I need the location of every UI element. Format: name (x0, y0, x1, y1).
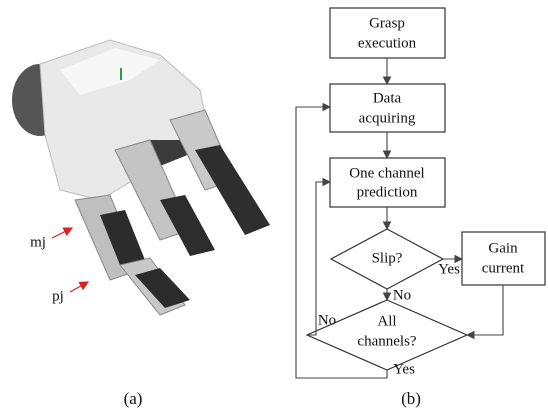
figure: mj pj (a) Grasp execution Data acquiring… (0, 0, 548, 412)
node-text: Gain (488, 240, 518, 256)
node-text: prediction (357, 184, 418, 200)
node-text: Data (373, 90, 402, 106)
node-text: Grasp (369, 15, 405, 31)
edge-label: No (318, 312, 336, 328)
flowchart: Grasp execution Data acquiring One chann… (296, 8, 545, 378)
node-text: Slip? (372, 250, 403, 266)
node-text: acquiring (359, 110, 416, 126)
panel-label: (a) (124, 389, 143, 408)
annotation: mj (30, 234, 46, 250)
panel-label: (b) (401, 389, 421, 408)
edge-label: No (393, 287, 411, 303)
edge-label: Yes (438, 261, 460, 277)
node-text: channels? (357, 333, 416, 349)
node-text: execution (358, 35, 417, 51)
edge-label: Yes (393, 361, 415, 377)
node-text: One channel (349, 165, 424, 181)
node-text: All (377, 313, 396, 329)
gripper-image (12, 40, 270, 315)
annotation: pj (52, 288, 64, 304)
node-text: current (482, 260, 525, 276)
